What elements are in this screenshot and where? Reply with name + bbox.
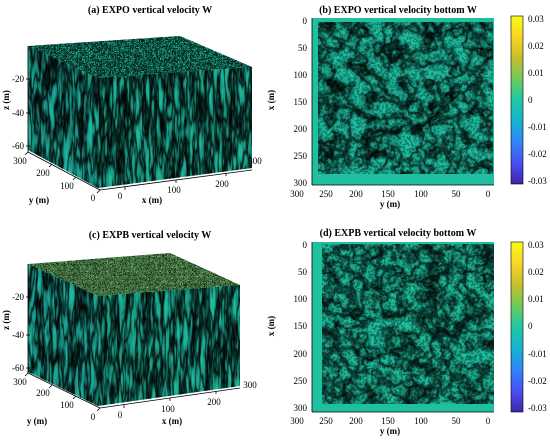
x-axis: 0 100 200 300 x (m) xyxy=(99,156,262,205)
y-tick-label: 100 xyxy=(294,70,308,80)
x-axis-label: x (m) xyxy=(162,416,182,426)
y-tick-label: 200 xyxy=(36,168,50,178)
y-tick-label: 50 xyxy=(298,267,308,277)
x-axis: 0 100 200 300 x (m) xyxy=(99,380,257,426)
x-tick-label: 300 xyxy=(243,380,257,390)
panel-c: (c) EXPB vertical velocity W -20 -40 -60… xyxy=(1,230,257,426)
y-axis: 0 50 100 150 200 250 300 x (m) xyxy=(266,16,313,188)
colorbar-tick-label: 0 xyxy=(528,321,533,331)
z-tick-label: -60 xyxy=(12,141,24,151)
x-tick-label: 150 xyxy=(381,416,395,426)
colorbar-tick-label: 0.03 xyxy=(528,240,544,250)
y-tick-label: 150 xyxy=(294,97,308,107)
x-axis-label: y (m) xyxy=(380,199,400,209)
x-tick-label: 300 xyxy=(290,189,304,199)
chart-title: (c) EXPB vertical velocity W xyxy=(89,230,212,241)
y-tick-label: 0 xyxy=(91,193,96,203)
y-tick-label: 200 xyxy=(294,124,308,134)
x-axis-label: x (m) xyxy=(142,195,162,205)
colorbar-tick-label: 0 xyxy=(528,95,533,105)
colorbar-tick-label: -0.03 xyxy=(528,176,547,186)
panel-a: (a) EXPO vertical velocity W -20 -40 -60… xyxy=(1,5,262,205)
colorbar: 0.03 0.02 0.01 0 -0.01 -0.02 -0.03 xyxy=(510,14,547,186)
z-axis: -20 -40 -60 z (m) xyxy=(1,264,30,373)
y-tick-label: 300 xyxy=(294,403,308,413)
y-tick-label: 200 xyxy=(294,349,308,359)
colorbar: 0.03 0.02 0.01 0 -0.01 -0.02 -0.03 xyxy=(510,240,547,413)
x-tick-label: 50 xyxy=(452,189,462,199)
chart-title: (d) EXPB vertical velocity bottom W xyxy=(320,228,477,239)
x-tick-label: 100 xyxy=(167,185,181,195)
colorbar-tick-label: 0.01 xyxy=(528,68,544,78)
z-axis: -20 -40 -60 z (m) xyxy=(1,46,30,152)
y-tick-label: 50 xyxy=(298,43,308,53)
x-tick-label: 0 xyxy=(118,410,123,420)
z-tick-label: -20 xyxy=(12,292,24,302)
x-tick-label: 200 xyxy=(349,416,363,426)
colorbar-tick-label: -0.03 xyxy=(528,403,547,413)
y-tick-label: 0 xyxy=(303,240,308,250)
y-tick-label: 100 xyxy=(294,294,308,304)
colorbar-tick-label: 0.02 xyxy=(528,41,544,51)
y-tick-label: 200 xyxy=(36,388,50,398)
x-tick-label: 300 xyxy=(248,156,262,166)
colorbar-gradient xyxy=(510,15,524,185)
x-axis: 300 250 200 150 100 50 0 y (m) xyxy=(290,184,494,209)
colorbar-tick-label: -0.01 xyxy=(528,349,547,359)
z-tick-label: -40 xyxy=(12,108,24,118)
x-tick-label: 250 xyxy=(319,189,333,199)
colorbar-tick-label: -0.01 xyxy=(528,122,547,132)
y-tick-label: 150 xyxy=(294,321,308,331)
chart-title: (a) EXPO vertical velocity W xyxy=(88,5,212,16)
y-axis-label: x (m) xyxy=(266,90,276,110)
y-tick-label: 250 xyxy=(294,376,308,386)
colorbar-tick-label: 0.03 xyxy=(528,14,544,24)
z-axis-label: z (m) xyxy=(1,90,11,110)
x-tick-label: 200 xyxy=(349,189,363,199)
y-axis: 0 100 200 300 y (m) xyxy=(13,372,101,426)
x-tick-label: 150 xyxy=(381,189,395,199)
x-tick-label: 300 xyxy=(290,416,304,426)
y-tick-label: 100 xyxy=(60,400,74,410)
panel-b: (b) EXPO vertical velocity bottom W 0 50… xyxy=(266,5,547,209)
y-tick-label: 100 xyxy=(60,181,74,191)
x-tick-label: 100 xyxy=(414,416,428,426)
x-axis: 300 250 200 150 100 50 0 y (m) xyxy=(290,411,494,436)
colorbar-tick-label: -0.02 xyxy=(528,149,547,159)
x-tick-label: 250 xyxy=(319,416,333,426)
panel-d: (d) EXPB vertical velocity bottom W 0 50… xyxy=(266,228,547,436)
x-tick-label: 0 xyxy=(118,191,123,201)
x-tick-label: 0 xyxy=(486,416,491,426)
z-tick-label: -20 xyxy=(12,74,24,84)
y-tick-label: 300 xyxy=(13,377,27,387)
x-tick-label: 100 xyxy=(414,189,428,199)
x-tick-label: 50 xyxy=(452,416,462,426)
x-axis-label: y (m) xyxy=(380,426,400,436)
x-tick-label: 0 xyxy=(486,189,491,199)
colorbar-gradient xyxy=(510,241,524,413)
y-tick-label: 250 xyxy=(294,151,308,161)
x-tick-label: 200 xyxy=(215,179,229,189)
y-axis-label: x (m) xyxy=(266,316,276,336)
y-axis: 0 100 200 300 y (m) xyxy=(13,151,101,205)
z-tick-label: -60 xyxy=(12,363,24,373)
y-tick-label: 300 xyxy=(294,178,308,188)
y-axis-label: y (m) xyxy=(29,195,49,205)
y-tick-label: 0 xyxy=(303,16,308,26)
z-tick-label: -40 xyxy=(12,330,24,340)
y-axis: 0 50 100 150 200 250 300 x (m) xyxy=(266,240,313,413)
z-axis-label: z (m) xyxy=(1,310,11,330)
x-tick-label: 200 xyxy=(207,397,221,407)
y-axis-label: y (m) xyxy=(27,416,47,426)
colorbar-tick-label: 0.02 xyxy=(528,267,544,277)
colorbar-tick-label: 0.01 xyxy=(528,294,544,304)
chart-title: (b) EXPO vertical velocity bottom W xyxy=(319,5,477,16)
y-tick-label: 0 xyxy=(91,412,96,422)
colorbar-tick-label: -0.02 xyxy=(528,376,547,386)
y-tick-label: 300 xyxy=(13,156,27,166)
x-tick-label: 100 xyxy=(161,404,175,414)
